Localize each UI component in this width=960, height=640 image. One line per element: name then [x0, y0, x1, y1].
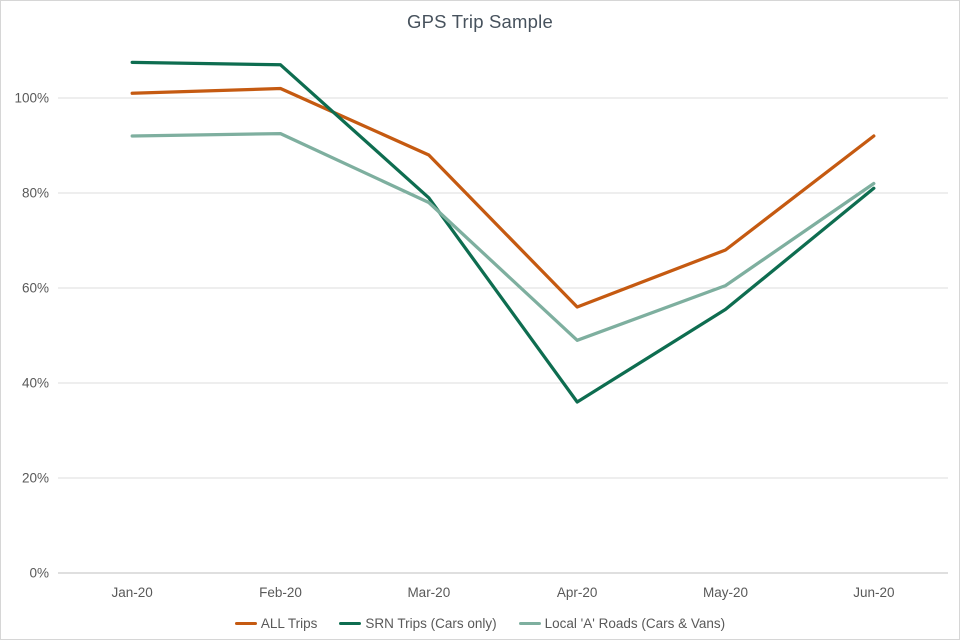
- series-line-all-trips: [130, 86, 876, 309]
- x-axis-label: Jan-20: [112, 585, 153, 600]
- legend-marker-icon: [518, 621, 541, 626]
- chart-legend: ALL Trips SRN Trips (Cars only) Local 'A' …: [1, 616, 959, 631]
- x-axis-label: Jun-20: [853, 585, 894, 600]
- y-axis-tick-label: 100%: [14, 91, 49, 106]
- legend-label: ALL Trips: [260, 616, 318, 631]
- y-axis-tick-label: 80%: [22, 186, 49, 201]
- legend-marker-icon: [339, 621, 362, 626]
- legend-item: ALL Trips: [234, 616, 318, 631]
- legend-label: Local 'A' Roads (Cars & Vans): [544, 616, 726, 631]
- x-axis-label: Apr-20: [557, 585, 598, 600]
- y-axis-tick-label: 60%: [22, 281, 49, 296]
- series-line-srn-trips-cars-only: [130, 60, 876, 404]
- legend-label: SRN Trips (Cars only): [365, 616, 497, 631]
- legend-item: SRN Trips (Cars only): [339, 616, 497, 631]
- chart-title: GPS Trip Sample: [407, 11, 553, 32]
- x-axis-label: Mar-20: [407, 585, 450, 600]
- y-axis-tick-label: 40%: [22, 376, 49, 391]
- x-axis-label: Feb-20: [259, 585, 302, 600]
- x-axis-label: May-20: [703, 585, 748, 600]
- legend-item: Local 'A' Roads (Cars & Vans): [518, 616, 726, 631]
- series-line-local-a-roads-cars-vans: [130, 131, 876, 342]
- y-axis-tick-label: 0%: [29, 566, 49, 581]
- legend-marker-icon: [234, 621, 257, 626]
- y-axis-tick-label: 20%: [22, 471, 49, 486]
